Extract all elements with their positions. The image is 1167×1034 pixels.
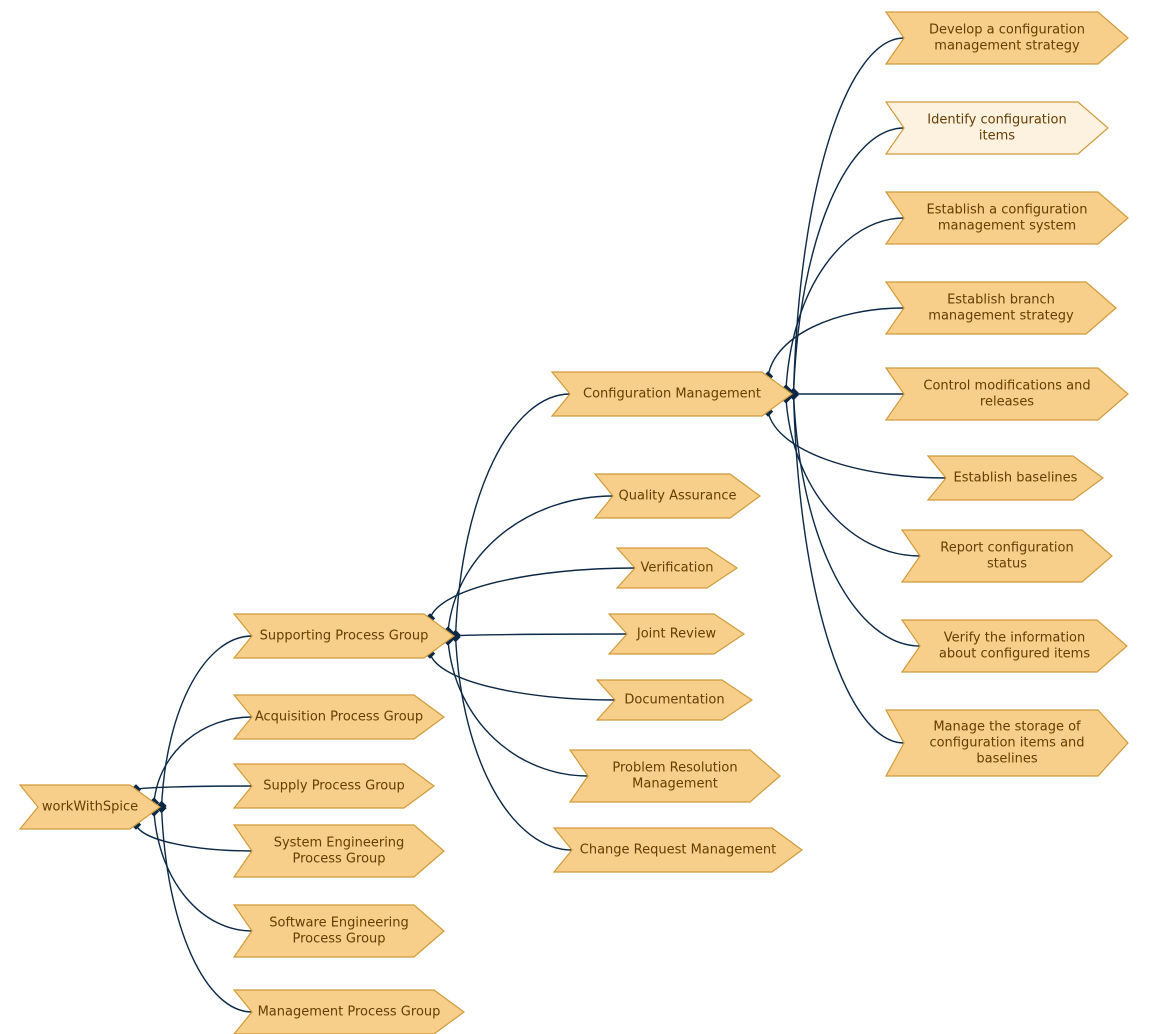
node-label: management system (938, 219, 1076, 234)
node-label: Management Process Group (258, 1005, 441, 1020)
node-label: management strategy (934, 39, 1080, 54)
node-crm[interactable]: Change Request Management (554, 828, 802, 872)
diagram-canvas: workWithSpice Acquisition Process Group Su… (0, 0, 1167, 1034)
node-label: about configured items (939, 647, 1090, 662)
edge-root-sup (136, 786, 252, 789)
node-label: Management (632, 777, 718, 792)
edge-cm-cm7 (786, 398, 920, 556)
node-mgmt[interactable]: Management Process Group (234, 990, 464, 1034)
node-label: Quality Assurance (619, 489, 737, 504)
node-label: releases (980, 395, 1034, 410)
node-cm9[interactable]: Manage the storage ofconfiguration items… (886, 710, 1128, 776)
node-label: baselines (976, 752, 1037, 767)
node-label: management strategy (928, 309, 1074, 324)
node-sup[interactable]: Supply Process Group (234, 764, 434, 808)
node-cm7[interactable]: Report configurationstatus (902, 530, 1112, 582)
node-label: Establish a configuration (926, 203, 1087, 218)
node-sw[interactable]: Software EngineeringProcess Group (234, 905, 444, 957)
node-label: Identify configuration (927, 113, 1066, 128)
node-cm2[interactable]: Identify configurationitems (886, 102, 1108, 154)
node-prm[interactable]: Problem ResolutionManagement (570, 750, 780, 802)
node-cm[interactable]: Configuration Management (552, 372, 792, 416)
node-layer: workWithSpice Acquisition Process Group Su… (20, 12, 1128, 1034)
node-label: Problem Resolution (612, 761, 737, 776)
node-label: status (987, 557, 1027, 572)
node-cm1[interactable]: Develop a configurationmanagement strate… (886, 12, 1128, 64)
node-spg[interactable]: Supporting Process Group (234, 614, 454, 658)
node-label: Verify the information (944, 631, 1086, 646)
node-label: workWithSpice (42, 800, 138, 815)
node-sys[interactable]: System EngineeringProcess Group (234, 825, 444, 877)
edge-root-spg (162, 636, 253, 808)
node-ver[interactable]: Verification (617, 548, 737, 588)
edge-spg-crm (456, 635, 573, 850)
node-label: Establish branch (947, 293, 1055, 308)
node-label: items (979, 129, 1015, 144)
node-jr[interactable]: Joint Review (609, 614, 744, 654)
node-label: Joint Review (636, 627, 717, 642)
edge-spg-prm (448, 640, 588, 776)
edge-root-sys (136, 825, 252, 851)
edge-root-acq (154, 717, 252, 803)
node-label: Report configuration (940, 541, 1073, 556)
node-cm3[interactable]: Establish a configurationmanagement syst… (886, 192, 1128, 244)
node-label: Change Request Management (580, 843, 776, 858)
node-cm4[interactable]: Establish branchmanagement strategy (886, 282, 1116, 334)
node-label: Manage the storage of (933, 720, 1081, 735)
node-label: Supporting Process Group (260, 629, 429, 644)
node-qa[interactable]: Quality Assurance (595, 474, 760, 518)
node-label: System Engineering (274, 836, 405, 851)
node-acq[interactable]: Acquisition Process Group (234, 695, 444, 739)
node-label: Acquisition Process Group (255, 710, 423, 725)
node-label: Establish baselines (954, 471, 1078, 486)
node-label: Supply Process Group (263, 779, 404, 794)
node-cm6[interactable]: Establish baselines (928, 456, 1103, 500)
node-label: Configuration Management (583, 387, 761, 402)
node-label: Software Engineering (269, 916, 408, 931)
node-label: Verification (640, 561, 713, 576)
edge-spg-jr (452, 634, 627, 636)
node-label: Process Group (292, 852, 385, 867)
node-doc[interactable]: Documentation (597, 680, 752, 720)
node-root[interactable]: workWithSpice (20, 785, 160, 829)
edge-cm-cm8 (794, 393, 921, 646)
node-label: Control modifications and (923, 379, 1090, 394)
edge-spg-cm (456, 394, 571, 637)
node-label: configuration items and (929, 736, 1084, 751)
node-label: Develop a configuration (929, 23, 1085, 38)
node-cm8[interactable]: Verify the informationabout configured i… (902, 620, 1127, 672)
edge-cm-cm9 (794, 393, 905, 743)
edge-cm-cm2 (794, 128, 905, 395)
node-cm5[interactable]: Control modifications andreleases (886, 368, 1128, 420)
edge-cm-cm1 (794, 38, 905, 395)
node-label: Process Group (292, 932, 385, 947)
node-label: Documentation (624, 693, 724, 708)
